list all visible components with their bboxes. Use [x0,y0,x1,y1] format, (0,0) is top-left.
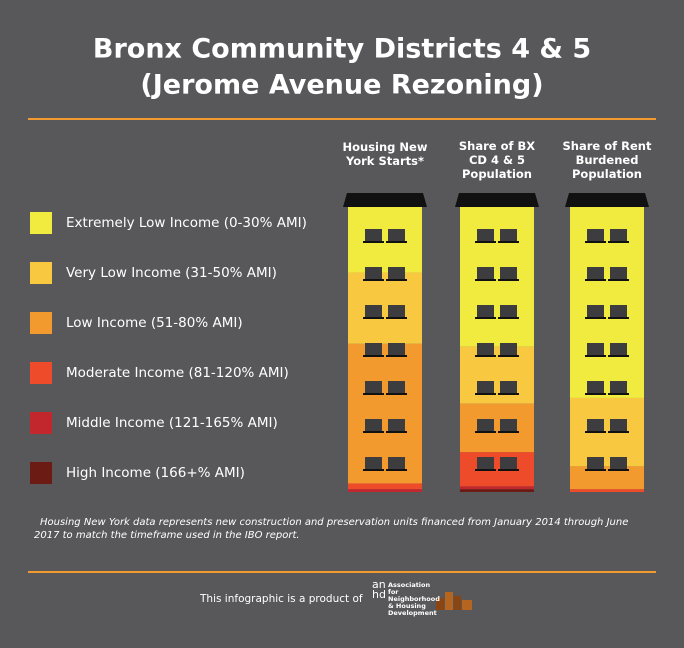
legend-label: High Income (166+% AMI) [66,465,245,481]
window [610,305,627,317]
window [365,343,382,355]
bar-segment [348,343,422,484]
column-label: Share of Rent Burdened Population [562,139,652,181]
window [477,457,494,469]
legend-swatch [30,462,52,484]
legend-swatch [30,362,52,384]
logo-building [462,600,472,610]
bar-segment [570,489,644,492]
roof [455,193,539,207]
window [500,419,517,431]
legend-label: Low Income (51-80% AMI) [66,315,243,331]
window [587,419,604,431]
bar-segment [570,466,644,490]
window [500,457,517,469]
window [587,457,604,469]
window [610,457,627,469]
bar-segment [348,483,422,490]
window [477,381,494,393]
bar-segment [460,489,534,492]
legend-label: Extremely Low Income (0-30% AMI) [66,215,307,231]
legend-label: Moderate Income (81-120% AMI) [66,365,289,381]
bar-segment [460,207,534,347]
window [365,229,382,241]
window [587,343,604,355]
footnote: Housing New York data represents new con… [34,517,629,541]
logo-building [454,596,461,610]
legend-swatch [30,312,52,334]
window [500,381,517,393]
window [388,381,405,393]
bar-segment [348,272,422,344]
credit: This infographic is a product of [200,593,363,605]
legend-swatch [30,212,52,234]
window [587,305,604,317]
window [388,343,405,355]
logo-name: Association for Neighborhood & Housing D… [388,581,440,617]
bar-segment [348,207,422,273]
window [610,419,627,431]
legend-label: Middle Income (121-165% AMI) [66,415,278,431]
window [365,305,382,317]
window [500,343,517,355]
legend-swatch [30,412,52,434]
window [365,457,382,469]
window [500,229,517,241]
window [587,229,604,241]
window [500,305,517,317]
window [610,343,627,355]
window [388,419,405,431]
chart-subtitle: (Jerome Avenue Rezoning) [140,70,543,101]
window [365,267,382,279]
roof [565,193,649,207]
bar-segment [348,489,422,492]
window [587,267,604,279]
window [365,381,382,393]
bar-segment [460,486,534,490]
window [388,305,405,317]
logo-building [436,598,444,610]
bar-segment [570,207,644,398]
legend-label: Very Low Income (31-50% AMI) [66,265,277,281]
window [610,381,627,393]
window [477,229,494,241]
window [365,419,382,431]
window [388,229,405,241]
window [610,229,627,241]
window [500,267,517,279]
window [388,267,405,279]
column-label: Share of BX CD 4 & 5 Population [458,139,536,181]
window [477,343,494,355]
window [477,267,494,279]
window [388,457,405,469]
logo-building [445,592,453,610]
chart-title: Bronx Community Districts 4 & 5 [93,34,591,65]
window [477,419,494,431]
window [477,305,494,317]
roof [343,193,427,207]
window [610,267,627,279]
logo-letters: anhd [372,578,386,601]
window [587,381,604,393]
bar-segment [460,346,534,404]
bar-segment [460,403,534,453]
column-label: Housing New York Starts* [342,140,428,168]
bar-segment [460,452,534,487]
bar-segment [570,397,644,467]
legend-swatch [30,262,52,284]
